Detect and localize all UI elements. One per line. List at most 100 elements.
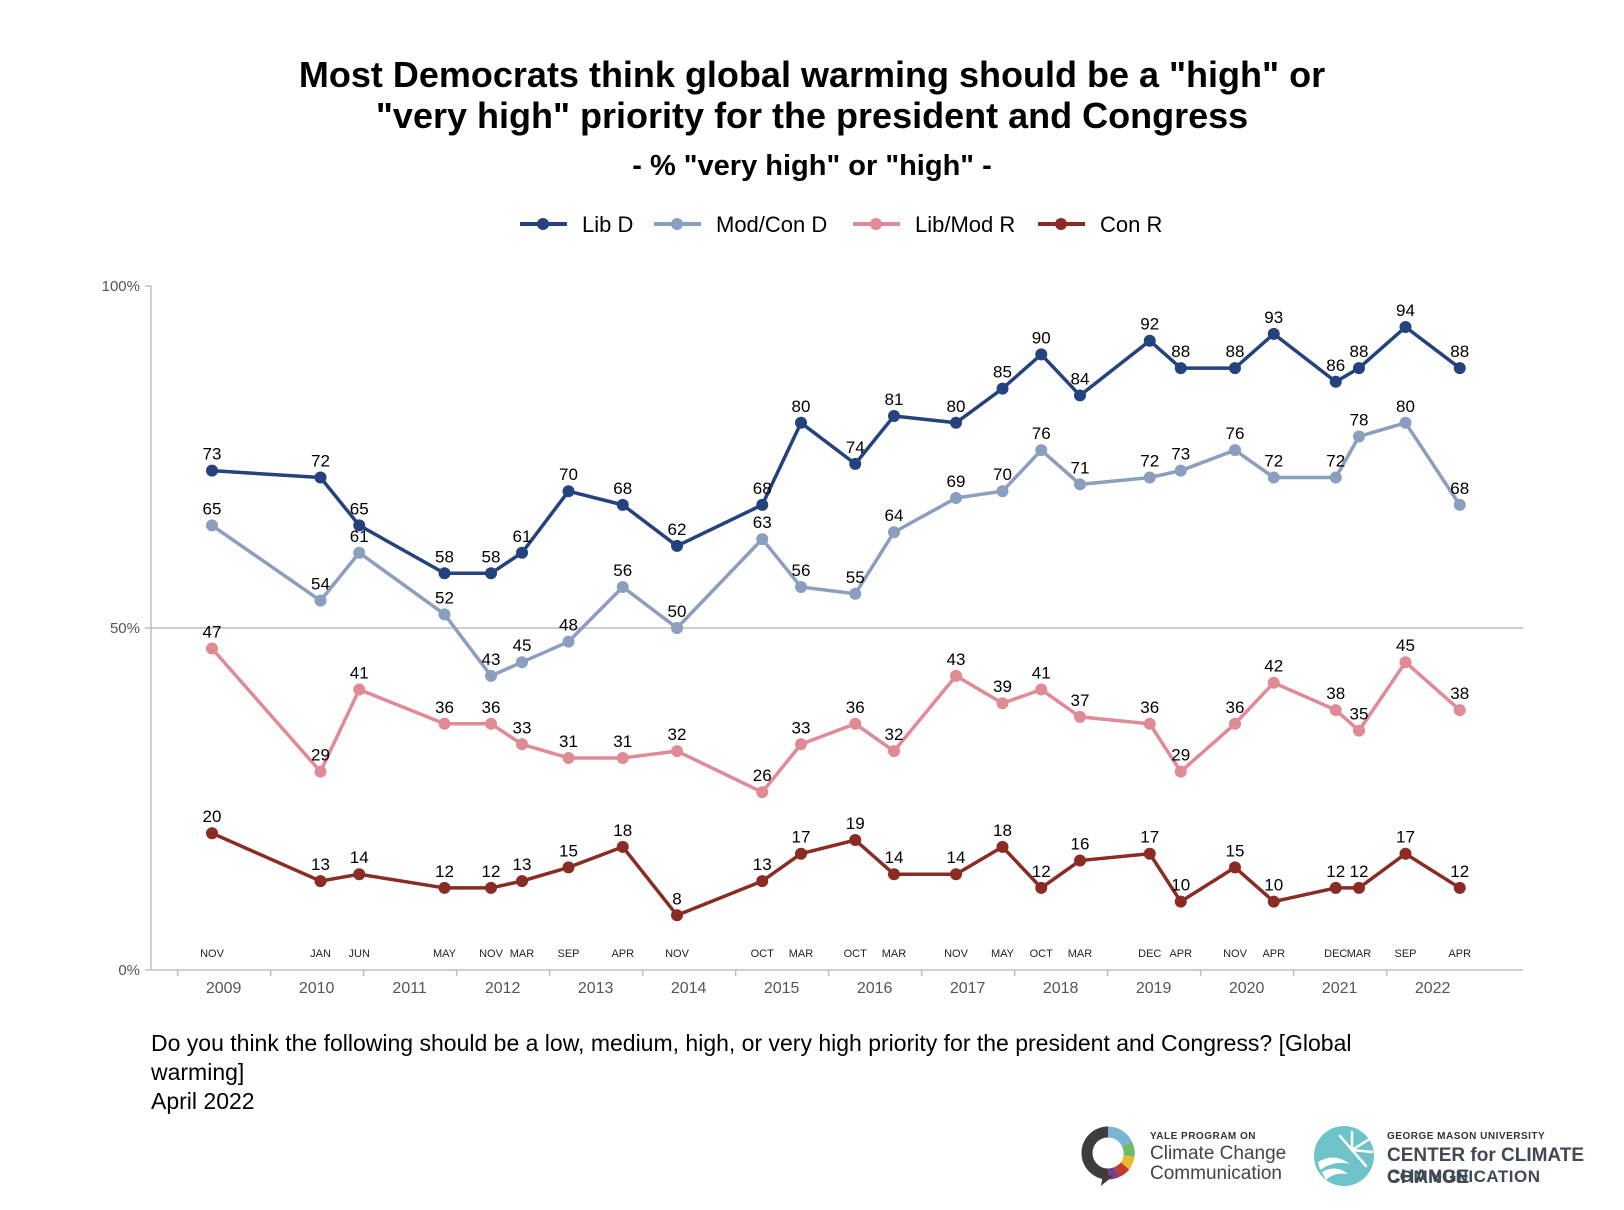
data-point bbox=[1229, 861, 1241, 874]
legend-label: Lib/Mod R bbox=[915, 212, 1015, 237]
x-survey-label: DEC bbox=[1324, 948, 1347, 960]
data-label: 13 bbox=[753, 855, 772, 874]
data-point bbox=[485, 881, 497, 894]
data-point bbox=[1399, 321, 1412, 334]
data-point bbox=[795, 738, 807, 751]
data-label: 88 bbox=[1226, 342, 1245, 361]
data-label: 17 bbox=[1140, 828, 1159, 847]
data-point bbox=[849, 717, 862, 730]
data-point bbox=[1143, 471, 1156, 484]
x-survey-label: MAR bbox=[789, 948, 814, 960]
x-year-label: 2017 bbox=[950, 980, 986, 997]
data-label: 43 bbox=[482, 650, 501, 669]
x-year-label: 2022 bbox=[1415, 980, 1451, 997]
data-label: 17 bbox=[792, 828, 811, 847]
yale-logo-small-text: YALE PROGRAM ON bbox=[1150, 1131, 1257, 1142]
data-point bbox=[1329, 375, 1342, 388]
data-label: 36 bbox=[1226, 698, 1245, 717]
data-point bbox=[1035, 444, 1048, 457]
x-survey-label: SEP bbox=[1394, 948, 1416, 960]
data-point bbox=[996, 697, 1009, 710]
data-label: 74 bbox=[846, 438, 865, 457]
data-label: 72 bbox=[1140, 452, 1159, 471]
data-point bbox=[562, 485, 575, 498]
data-label: 16 bbox=[1071, 835, 1090, 854]
x-year-label: 2015 bbox=[764, 980, 800, 997]
data-point bbox=[1035, 348, 1048, 361]
data-label: 61 bbox=[350, 527, 369, 546]
x-survey-label: MAY bbox=[433, 948, 457, 960]
data-point bbox=[1143, 847, 1156, 860]
data-label: 12 bbox=[482, 862, 501, 881]
data-point bbox=[1329, 471, 1342, 484]
data-point bbox=[353, 683, 366, 696]
data-label: 31 bbox=[613, 732, 632, 751]
data-label: 72 bbox=[1264, 452, 1283, 471]
data-point bbox=[1399, 416, 1412, 429]
legend-item: Mod/Con D bbox=[654, 212, 827, 237]
gmu-logo-small-text: GEORGE MASON UNIVERSITY bbox=[1387, 1131, 1546, 1142]
data-point bbox=[1267, 327, 1280, 340]
data-point bbox=[616, 751, 629, 764]
data-label: 33 bbox=[513, 718, 532, 737]
data-point bbox=[1353, 881, 1365, 894]
chart-title-line-1: Most Democrats think global warming shou… bbox=[298, 54, 1326, 95]
data-label: 14 bbox=[350, 848, 369, 867]
legend-swatch-dot bbox=[1055, 218, 1067, 230]
data-point bbox=[516, 875, 528, 888]
data-point bbox=[206, 519, 218, 532]
data-point bbox=[438, 881, 451, 894]
data-label: 14 bbox=[947, 848, 966, 867]
data-label: 15 bbox=[559, 841, 578, 860]
data-point bbox=[1229, 444, 1241, 457]
x-year-label: 2021 bbox=[1322, 980, 1358, 997]
data-point bbox=[996, 382, 1009, 395]
data-label: 33 bbox=[792, 718, 811, 737]
data-label: 85 bbox=[993, 363, 1012, 382]
data-point bbox=[1229, 362, 1241, 375]
data-label: 54 bbox=[311, 575, 330, 594]
data-point bbox=[1174, 464, 1187, 477]
data-point bbox=[1074, 389, 1086, 402]
x-survey-label: MAR bbox=[1347, 948, 1372, 960]
data-label: 61 bbox=[513, 527, 532, 546]
data-point bbox=[1035, 881, 1048, 894]
data-point bbox=[950, 492, 962, 505]
data-point bbox=[1453, 362, 1466, 375]
data-label: 29 bbox=[311, 746, 330, 765]
legend-item: Lib D bbox=[520, 212, 633, 237]
data-point bbox=[616, 580, 629, 593]
data-point bbox=[314, 471, 327, 484]
legend-swatch-dot bbox=[671, 218, 683, 230]
data-point bbox=[795, 580, 807, 593]
data-label: 58 bbox=[435, 547, 454, 566]
x-survey-label: OCT bbox=[844, 948, 868, 960]
data-label: 14 bbox=[885, 848, 904, 867]
data-label: 94 bbox=[1396, 301, 1415, 320]
data-label: 36 bbox=[846, 698, 865, 717]
data-point bbox=[485, 669, 497, 682]
data-label: 18 bbox=[993, 821, 1012, 840]
data-point bbox=[438, 717, 451, 730]
x-survey-label: MAR bbox=[1068, 948, 1093, 960]
y-tick-label: 50% bbox=[110, 620, 140, 637]
data-label: 56 bbox=[792, 561, 811, 580]
data-point bbox=[888, 409, 900, 422]
x-year-label: 2020 bbox=[1229, 980, 1265, 997]
data-point bbox=[1399, 656, 1412, 669]
data-point bbox=[996, 485, 1009, 498]
x-survey-label: MAY bbox=[991, 948, 1015, 960]
data-label: 88 bbox=[1450, 342, 1469, 361]
data-point bbox=[795, 847, 807, 860]
data-point bbox=[438, 567, 451, 580]
data-label: 73 bbox=[1171, 445, 1190, 464]
data-point bbox=[314, 875, 327, 888]
data-label: 39 bbox=[993, 677, 1012, 696]
data-label: 55 bbox=[846, 568, 865, 587]
survey-date: April 2022 bbox=[151, 1088, 255, 1114]
data-label: 29 bbox=[1171, 746, 1190, 765]
data-label: 36 bbox=[435, 698, 454, 717]
data-point bbox=[562, 635, 575, 648]
data-point bbox=[1399, 847, 1412, 860]
x-survey-label: SEP bbox=[557, 948, 579, 960]
